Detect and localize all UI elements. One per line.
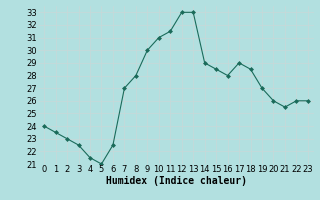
- X-axis label: Humidex (Indice chaleur): Humidex (Indice chaleur): [106, 176, 246, 186]
